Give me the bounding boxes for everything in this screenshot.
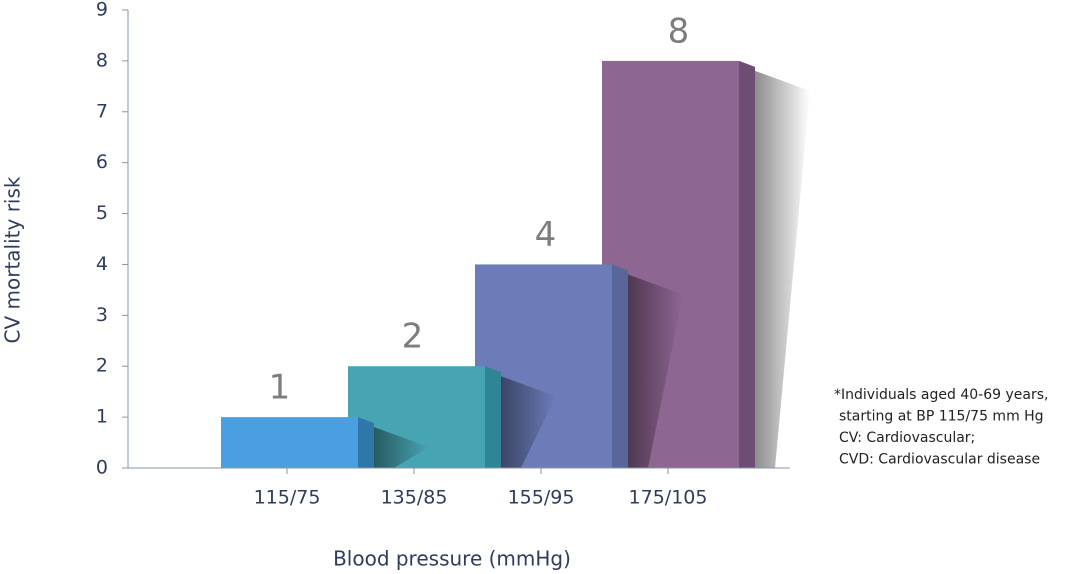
y-tick-label: 2 [96,355,108,377]
bar-side [358,417,374,468]
value-label: 2 [402,317,424,357]
y-tick-label: 5 [96,202,108,224]
y-tick-label: 1 [96,406,108,428]
y-tick-label: 0 [96,457,108,479]
bar-shadow [628,274,683,468]
x-axis-label: Blood pressure (mmHg) [333,547,571,571]
y-tick-label: 4 [96,253,108,275]
value-label: 4 [535,215,557,255]
bar-side [612,264,628,468]
bar-side [739,60,755,469]
value-label: 8 [668,11,690,51]
x-tick-label: 115/75 [254,487,321,509]
footnote-line: starting at BP 115/75 mm Hg [839,409,1044,425]
x-tick-label: 135/85 [381,487,448,509]
footnote-line: CV: Cardiovascular; [839,430,975,446]
bar-group: 4 [475,215,683,468]
x-tick-label: 155/95 [508,487,575,509]
bar-group: 1 [221,368,429,468]
value-label: 1 [269,368,291,408]
y-axis-label: CV mortality risk [1,176,25,343]
y-tick-label: 6 [96,151,108,173]
bar [221,417,358,468]
bar-shadow [501,376,556,468]
y-tick-label: 8 [96,49,108,71]
bar-shadow [374,427,429,468]
footnote-line: CVD: Cardiovascular disease [839,452,1040,468]
bar-shadow [755,70,810,468]
x-tick-label: 175/105 [629,487,708,509]
y-tick-label: 7 [96,100,108,122]
bar-side [485,366,501,468]
y-tick-label: 3 [96,304,108,326]
y-tick-label: 9 [96,0,108,21]
footnote-line: *Individuals aged 40-69 years, [834,387,1048,403]
